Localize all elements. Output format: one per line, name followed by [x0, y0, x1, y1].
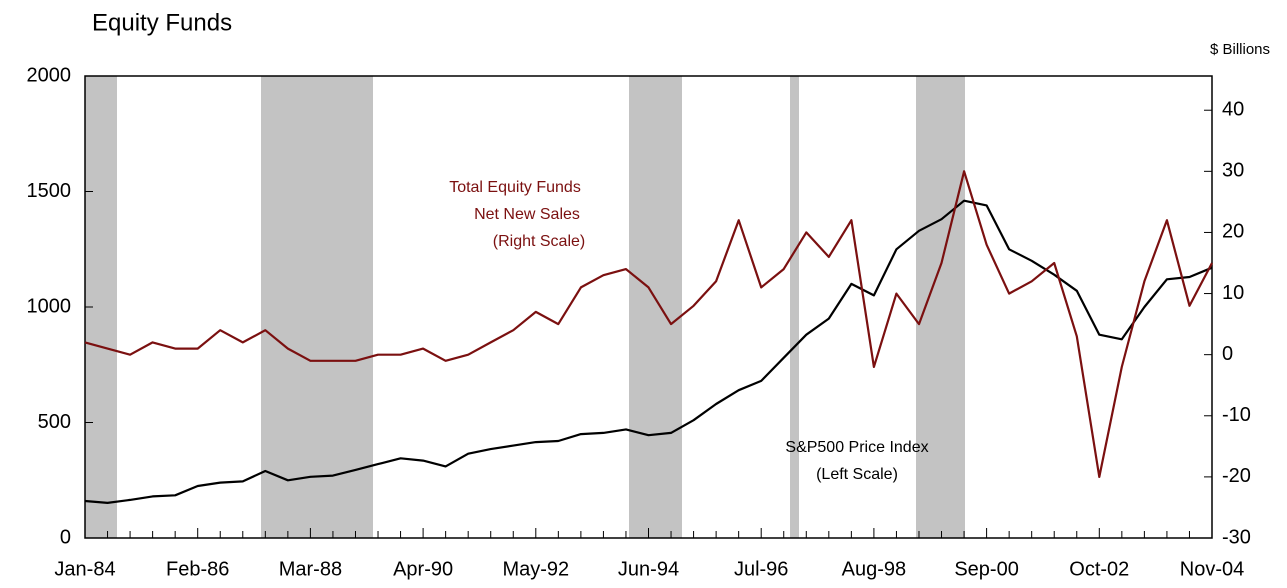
- y2-axis-label: $ Billions: [1210, 41, 1270, 58]
- x-tick-label: Jun-94: [618, 558, 679, 580]
- x-tick-label: Jul-96: [734, 558, 788, 580]
- x-tick-label: Nov-04: [1180, 558, 1244, 580]
- y2-tick-label: -10: [1222, 404, 1251, 426]
- series-line: [84, 199, 1213, 504]
- annotation: (Right Scale): [493, 233, 585, 250]
- y-tick-label: 0: [60, 526, 71, 548]
- y-tick-label: 1000: [27, 295, 72, 317]
- y2-tick-label: 40: [1222, 99, 1244, 121]
- shaded-period: [790, 76, 799, 538]
- x-tick-label: Sep-00: [954, 558, 1019, 580]
- y-tick-label: 500: [38, 411, 71, 433]
- y2-tick-label: 30: [1222, 160, 1244, 182]
- x-tick-label: Oct-02: [1069, 558, 1129, 580]
- y2-tick-label: -20: [1222, 465, 1251, 487]
- chart-title: Equity Funds: [92, 9, 232, 36]
- y2-tick-label: 20: [1222, 221, 1244, 243]
- annotation: Total Equity Funds: [449, 179, 581, 196]
- x-tick-label: May-92: [502, 558, 569, 580]
- y2-tick-label: 10: [1222, 282, 1244, 304]
- series-line: [84, 170, 1213, 478]
- annotation: Net New Sales: [474, 206, 580, 223]
- annotation: S&P500 Price Index: [785, 439, 928, 456]
- y2-tick-label: 0: [1222, 343, 1233, 365]
- y2-tick-label: -30: [1222, 526, 1251, 548]
- shaded-period: [916, 76, 965, 538]
- x-tick-label: Feb-86: [166, 558, 229, 580]
- y-tick-label: 1500: [27, 180, 72, 202]
- x-tick-label: Jan-84: [54, 558, 115, 580]
- y-tick-label: 2000: [27, 64, 72, 86]
- shaded-period: [261, 76, 373, 538]
- x-tick-label: Aug-98: [842, 558, 907, 580]
- x-tick-label: Apr-90: [393, 558, 453, 580]
- annotation: (Left Scale): [816, 466, 898, 483]
- x-tick-label: Mar-88: [279, 558, 342, 580]
- shaded-period: [629, 76, 682, 538]
